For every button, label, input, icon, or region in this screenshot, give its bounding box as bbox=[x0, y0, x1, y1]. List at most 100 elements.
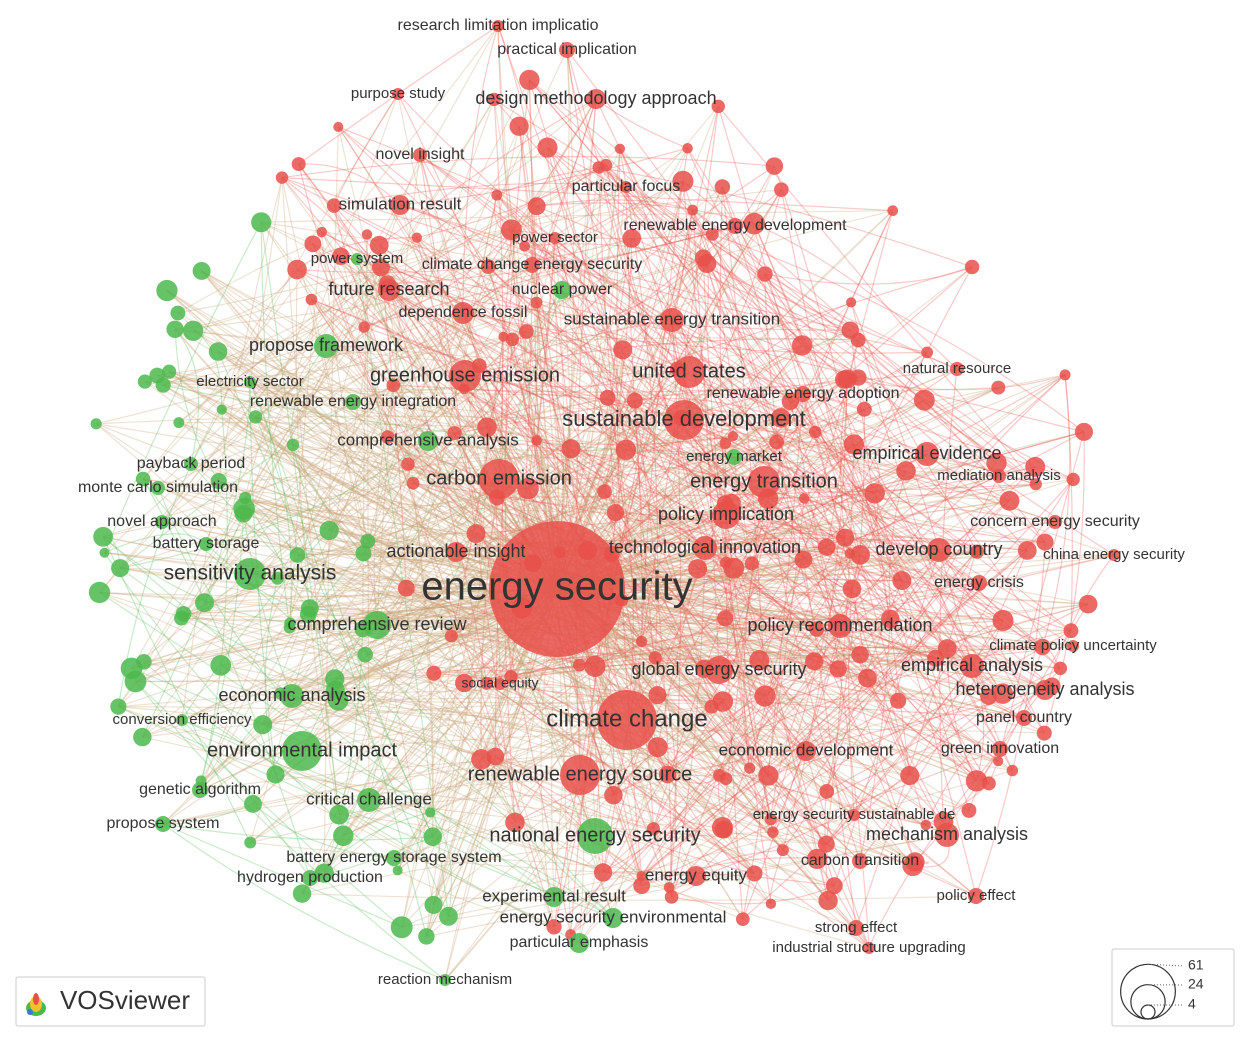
edge bbox=[847, 374, 1066, 391]
node bbox=[569, 933, 589, 953]
edge bbox=[323, 126, 339, 874]
node bbox=[413, 148, 427, 162]
node bbox=[386, 850, 402, 866]
edge bbox=[162, 774, 769, 825]
edge bbox=[260, 221, 861, 556]
edge bbox=[764, 273, 899, 701]
edge bbox=[857, 339, 1037, 485]
minor-node bbox=[614, 143, 626, 154]
edge bbox=[493, 98, 766, 275]
edge bbox=[249, 381, 292, 628]
minor-node bbox=[149, 367, 166, 384]
edge bbox=[598, 166, 1000, 477]
logo[interactable]: VOSviewer bbox=[15, 976, 206, 1027]
edge bbox=[566, 49, 1045, 734]
minor-node bbox=[850, 369, 867, 386]
edge bbox=[724, 483, 875, 505]
minor-node bbox=[880, 609, 900, 629]
edge bbox=[323, 126, 520, 874]
edge bbox=[376, 624, 977, 782]
edge bbox=[356, 189, 782, 260]
edge bbox=[554, 237, 656, 658]
edge bbox=[433, 706, 712, 906]
minor-node bbox=[819, 784, 835, 799]
edge bbox=[556, 588, 1025, 719]
edge bbox=[486, 98, 597, 428]
minor-node bbox=[765, 157, 784, 175]
minor-node bbox=[913, 389, 935, 411]
edge bbox=[142, 736, 604, 873]
minor-node bbox=[615, 439, 637, 461]
minor-node bbox=[688, 559, 708, 579]
edge bbox=[641, 685, 1053, 887]
edge bbox=[397, 93, 558, 590]
edge bbox=[96, 423, 1028, 552]
edge bbox=[843, 379, 1061, 669]
edge bbox=[262, 724, 835, 887]
edge bbox=[463, 388, 973, 667]
edge bbox=[157, 374, 1000, 477]
minor-node bbox=[993, 756, 1004, 767]
edge bbox=[387, 225, 736, 285]
minor-node bbox=[360, 533, 376, 549]
edge bbox=[301, 368, 678, 752]
node-label: particular emphasis bbox=[510, 934, 649, 951]
minor-node bbox=[664, 890, 679, 904]
edge bbox=[480, 478, 500, 760]
edge bbox=[686, 148, 803, 346]
edge bbox=[554, 237, 726, 444]
edge bbox=[939, 368, 958, 822]
minor-node bbox=[266, 765, 285, 784]
edge bbox=[190, 397, 608, 465]
minor-node bbox=[572, 658, 586, 672]
edge bbox=[356, 258, 450, 917]
edge bbox=[598, 166, 973, 268]
edge bbox=[183, 613, 970, 812]
minor-node bbox=[851, 645, 869, 664]
minor-node bbox=[1063, 623, 1079, 639]
node-label: monte carlo simulation bbox=[78, 479, 238, 496]
edge bbox=[190, 463, 614, 919]
node-label: global energy security bbox=[631, 659, 806, 679]
node-label: empirical evidence bbox=[852, 443, 1001, 463]
edge bbox=[255, 167, 600, 418]
minor-node bbox=[135, 471, 151, 487]
node bbox=[1108, 549, 1120, 561]
minor-node bbox=[758, 765, 779, 786]
edge bbox=[429, 549, 940, 814]
node bbox=[199, 537, 213, 551]
node-label: carbon emission bbox=[426, 467, 572, 489]
node bbox=[244, 376, 256, 388]
node bbox=[848, 920, 864, 936]
node bbox=[693, 536, 717, 560]
minor-node bbox=[965, 770, 988, 792]
edge bbox=[496, 194, 1043, 648]
edge bbox=[217, 351, 409, 465]
node-label: empirical analysis bbox=[901, 655, 1043, 675]
edge bbox=[378, 98, 597, 246]
minor-node bbox=[765, 898, 777, 909]
node bbox=[489, 521, 625, 657]
edge bbox=[496, 194, 1053, 687]
edge bbox=[168, 371, 750, 769]
edge bbox=[119, 482, 414, 569]
edge bbox=[333, 205, 394, 386]
node-label: battery energy storage system bbox=[286, 849, 501, 866]
edge bbox=[333, 182, 627, 207]
edge bbox=[102, 536, 291, 624]
edge bbox=[780, 189, 861, 555]
minor-node bbox=[447, 426, 462, 441]
minor-node bbox=[300, 599, 319, 618]
minor-node bbox=[208, 342, 228, 361]
minor-node bbox=[818, 890, 838, 911]
minor-node bbox=[561, 439, 581, 459]
edge bbox=[131, 667, 614, 919]
edge bbox=[366, 234, 370, 801]
edge bbox=[719, 774, 977, 897]
edge bbox=[528, 79, 713, 707]
edge bbox=[117, 99, 495, 707]
node-label: china energy security bbox=[1043, 546, 1185, 563]
edge bbox=[742, 693, 1004, 920]
edge bbox=[826, 409, 866, 792]
edge bbox=[388, 289, 732, 504]
